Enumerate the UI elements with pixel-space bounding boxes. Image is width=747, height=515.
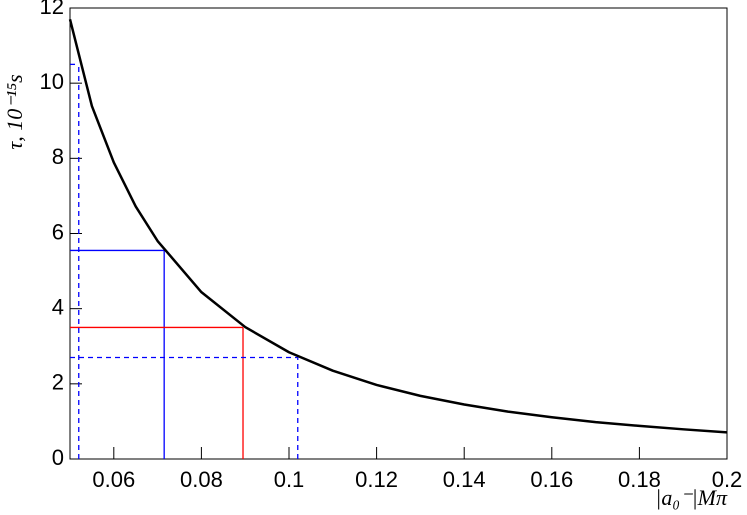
x-tick-label: 0.06	[92, 467, 135, 492]
y-axis-label: τ, 10⁻¹⁵s	[2, 74, 27, 149]
x-tick-label: 0.16	[530, 467, 573, 492]
curve	[68, 18, 728, 434]
y-tick-label: 12	[40, 0, 64, 19]
y-tick-label: 0	[52, 445, 64, 470]
y-tick-label: 8	[52, 144, 64, 169]
y-tick-label: 4	[52, 294, 64, 319]
y-tick-label: 6	[52, 219, 64, 244]
x-tick-label: 0.2	[712, 467, 743, 492]
y-tick-label: 10	[40, 69, 64, 94]
x-tick-label: 0.08	[180, 467, 223, 492]
y-tick-label: 2	[52, 370, 64, 395]
x-tick-label: 0.14	[443, 467, 486, 492]
x-axis-label: |a₀⁻|Mπ	[655, 485, 728, 510]
x-tick-label: 0.18	[618, 467, 661, 492]
x-tick-label: 0.12	[355, 467, 398, 492]
x-tick-label: 0.1	[274, 467, 305, 492]
